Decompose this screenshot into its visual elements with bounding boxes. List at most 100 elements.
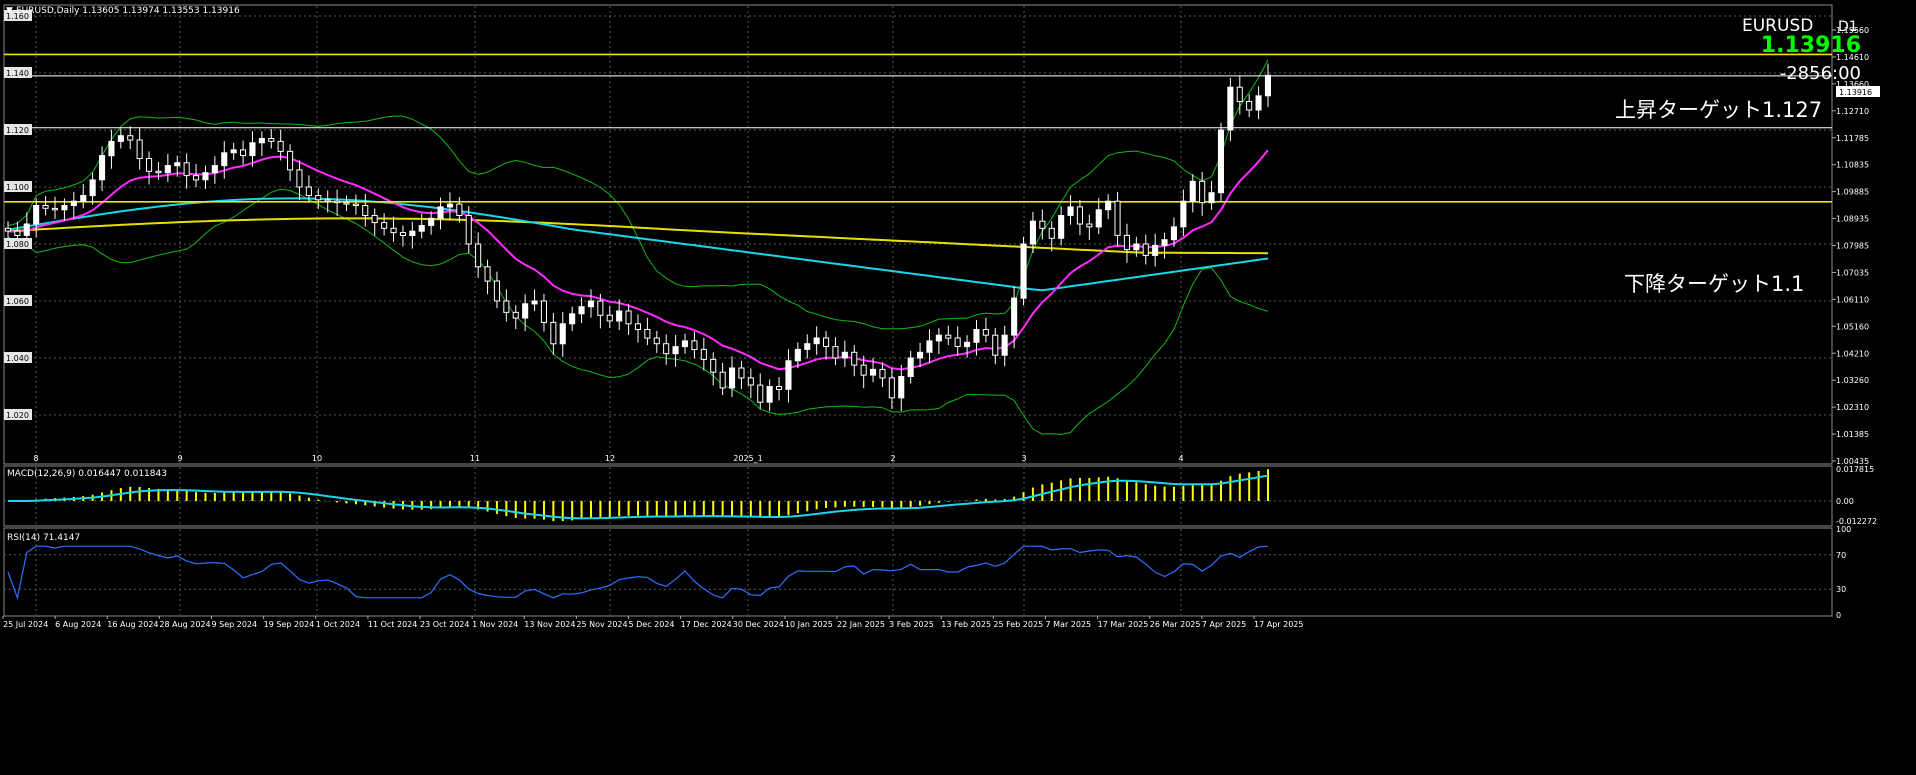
candle-body [1246,101,1253,111]
candle-body [324,199,331,202]
left-price-tag [4,67,32,78]
candle-body [926,340,933,353]
candle-body [249,142,256,157]
left-price-label: 1.060 [6,297,29,306]
candle-body [870,368,877,376]
candle-body [794,348,801,362]
candle-body [1189,180,1196,202]
candle-body [672,346,679,355]
candle-body [1199,180,1206,204]
candle-body [823,337,830,347]
rsi-title: RSI(14) 71.4147 [7,533,80,543]
candle-body [164,165,171,174]
candle-body [42,205,49,209]
month-label: 9 [177,454,182,463]
candle-body [230,149,237,154]
ma-magenta-line [7,149,1269,371]
current-price-tag [1836,86,1880,97]
candle-body [597,300,604,316]
month-label: 2025_1 [733,454,762,463]
left-price-label: 1.020 [6,411,29,420]
month-label: 8 [33,454,38,463]
candle-body [315,195,322,201]
candle-body [418,225,425,232]
candle-body [681,340,689,348]
candle-body [503,300,510,313]
overlay-symbol: EURUSD [1742,16,1813,36]
date-label: 19 Sep 2024 [264,620,315,629]
candle-body [1161,239,1168,246]
macd-signal-line [8,474,1269,520]
candle-body [1001,334,1008,356]
candle-body [776,386,783,390]
moving-averages [7,149,1269,371]
candle-body [305,186,312,197]
candle-body [183,162,190,177]
candle-body [992,334,999,356]
candle-body [1236,86,1243,102]
macd-axis-label: -0.012272 [1836,517,1877,526]
date-label: 3 Feb 2025 [889,620,934,629]
candle-body [99,155,106,181]
candle-body [644,329,651,339]
date-label: 26 Mar 2025 [1150,620,1201,629]
date-label: 1 Oct 2024 [316,620,360,629]
candle-body [240,149,247,157]
right-price-label: 1.08935 [1836,215,1869,224]
candle-body [352,203,359,207]
current-price-tag-text: 1.13916 [1839,88,1872,97]
month-label: 11 [470,454,480,463]
macd-axis-label: 0.00 [1836,497,1854,506]
candles [4,63,1272,412]
candle-body [456,203,463,217]
date-label: 1 Nov 2024 [472,620,518,629]
right-price-label: 1.14610 [1836,53,1869,62]
candle-body [860,364,867,376]
upper-target-label: 上昇ターゲット1.127 [1615,98,1822,122]
candle-body [390,227,397,234]
candle-body [1086,223,1093,228]
date-label: 17 Apr 2025 [1254,620,1303,629]
date-label: 13 Feb 2025 [941,620,991,629]
candle-body [1142,243,1149,256]
date-label: 25 Feb 2025 [993,620,1043,629]
candle-body [1067,206,1074,216]
axis-labels: 1.160 1.140 1.120 1.100 1.080 1.060 1.040 1.020… [2,10,1877,629]
candle-body [653,337,660,345]
candle-body [738,367,745,379]
right-price-label: 1.09885 [1836,188,1869,197]
candle-body [729,367,736,389]
candle-body [51,207,59,211]
right-price-label: 1.10835 [1836,161,1869,170]
candle-body [287,150,294,171]
overlay-timeframe: D1 [1838,19,1858,35]
left-price-tag [4,181,32,192]
window-menu-icon[interactable]: ▼ [6,6,13,16]
right-price-label: 1.13660 [1836,80,1869,89]
rsi-line [7,545,1269,600]
right-price-label: 1.15560 [1836,26,1869,35]
candle-body [663,343,670,355]
candle-body [559,323,566,345]
date-label: 17 Dec 2024 [681,620,732,629]
month-label: 10 [312,454,322,463]
candle-body [362,205,369,216]
countdown-timer: -2856:00 [1780,63,1861,84]
candle-body [616,310,623,322]
date-label: 30 Dec 2024 [733,620,784,629]
candle-body [907,357,914,377]
candle-body [973,329,980,343]
candle-body [108,140,115,157]
date-label: 9 Sep 2024 [212,620,258,629]
candle-body [757,384,764,403]
candle-body [117,135,124,142]
right-price-label: 1.00435 [1836,457,1869,466]
candle-body [277,140,284,152]
candle-body [935,334,942,342]
right-price-label: 1.07035 [1836,268,1869,277]
rsi-pane-frame [3,527,1833,617]
candle-body [1152,244,1159,256]
candle-body [1076,206,1084,225]
candle-body [747,377,754,386]
